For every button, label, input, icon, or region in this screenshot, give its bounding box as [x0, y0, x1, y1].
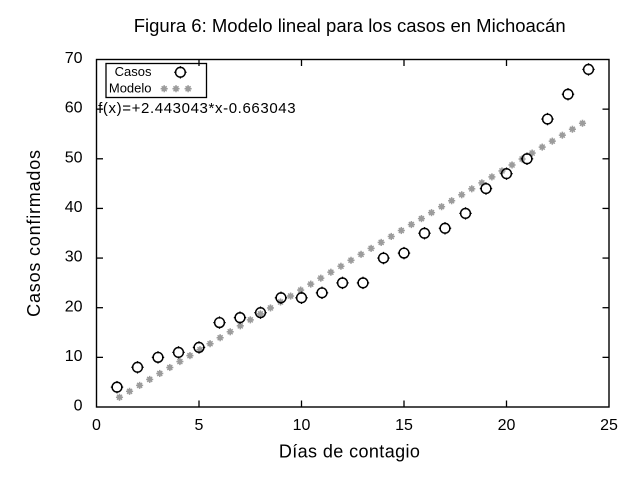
svg-text:Días de contagio: Días de contagio	[279, 442, 421, 462]
svg-text:0: 0	[92, 417, 101, 434]
svg-text:0: 0	[74, 398, 83, 415]
svg-text:30: 30	[65, 249, 83, 266]
svg-text:Casos: Casos	[115, 64, 152, 79]
svg-text:60: 60	[65, 100, 83, 117]
svg-text:5: 5	[195, 417, 204, 434]
svg-text:40: 40	[65, 199, 83, 216]
svg-text:70: 70	[65, 50, 83, 67]
svg-text:10: 10	[65, 348, 83, 365]
svg-text:Modelo: Modelo	[109, 81, 152, 96]
svg-text:15: 15	[395, 417, 413, 434]
svg-text:20: 20	[65, 298, 83, 315]
svg-text:f(x)=+2.443043*x-0.663043: f(x)=+2.443043*x-0.663043	[98, 100, 296, 117]
svg-text:20: 20	[498, 417, 516, 434]
svg-text:10: 10	[293, 417, 311, 434]
svg-text:25: 25	[600, 417, 618, 434]
svg-text:Figura 6: Modelo lineal para l: Figura 6: Modelo lineal para los casos e…	[134, 15, 566, 36]
svg-text:Casos confirmados: Casos confirmados	[24, 149, 44, 317]
svg-text:50: 50	[65, 149, 83, 166]
